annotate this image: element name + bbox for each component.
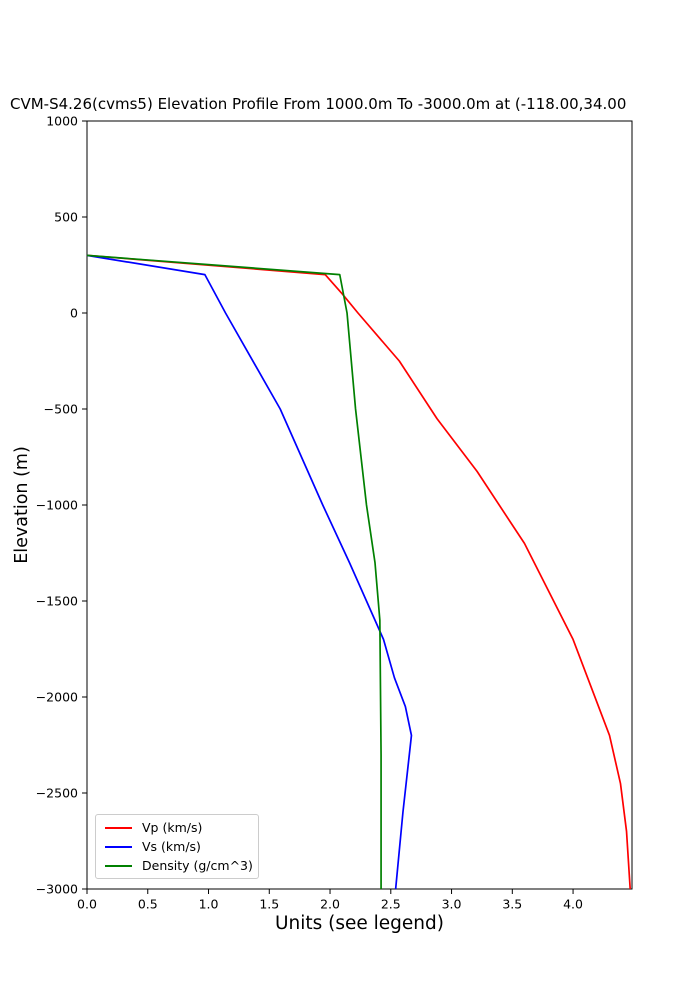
- x-tick-label: 4.0: [563, 897, 583, 912]
- legend-label-vs: Vs (km/s): [142, 839, 201, 854]
- density-line-swatch: [105, 864, 132, 867]
- x-tick-label: 0.0: [77, 897, 97, 912]
- vp-line: [86, 254, 632, 890]
- x-tick-label: 2.5: [381, 897, 401, 912]
- y-tick-label: −2500: [36, 785, 78, 800]
- y-tick-label: −1000: [36, 497, 78, 512]
- vs-line: [86, 254, 413, 890]
- x-tick-label: 1.5: [259, 897, 279, 912]
- vs-line-swatch: [105, 845, 132, 848]
- y-axis-label: Elevation (m): [12, 446, 32, 564]
- x-tick-label: 2.0: [320, 897, 340, 912]
- y-tick-label: 0: [70, 305, 78, 320]
- x-tick-label: 1.0: [199, 897, 219, 912]
- legend-entry-density: Density (g/cm^3): [105, 856, 253, 875]
- y-tick-label: 500: [54, 209, 78, 224]
- x-axis-label: Units (see legend): [274, 913, 444, 934]
- vp-line-swatch: [105, 826, 132, 829]
- x-tick-label: 3.5: [502, 897, 522, 912]
- legend-label-vp: Vp (km/s): [142, 820, 203, 835]
- y-tick-label: −500: [44, 401, 78, 416]
- y-tick-label: −1500: [36, 593, 78, 608]
- x-tick-label: 3.0: [442, 897, 462, 912]
- density-line: [86, 254, 382, 889]
- legend-label-density: Density (g/cm^3): [142, 858, 253, 873]
- y-tick-label: −3000: [36, 881, 78, 896]
- x-tick-label: 0.5: [138, 897, 158, 912]
- legend-entry-vp: Vp (km/s): [105, 818, 250, 837]
- legend-box: Vp (km/s) Vs (km/s) Density (g/cm^3): [95, 814, 259, 879]
- legend-entry-vs: Vs (km/s): [105, 837, 250, 856]
- chart-title: CVM-S4.26(cvms5) Elevation Profile From …: [10, 95, 627, 113]
- y-tick-label: −2000: [36, 689, 78, 704]
- axes-spines: [86, 120, 633, 890]
- y-tick-label: 1000: [46, 113, 78, 128]
